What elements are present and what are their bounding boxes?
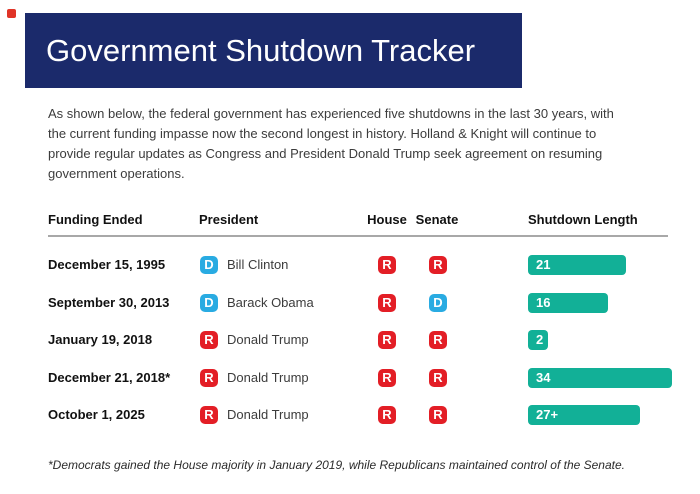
house-party-badge: R	[378, 331, 396, 349]
president-name: Donald Trump	[227, 332, 309, 347]
house-party-badge: R	[378, 294, 396, 312]
page-title: Government Shutdown Tracker	[46, 33, 476, 68]
funding-ended-date: December 21, 2018*	[48, 370, 171, 385]
shutdown-length-bar: 34	[528, 368, 672, 388]
table-row: September 30, 2013 D Barack Obama R D 16	[0, 293, 700, 313]
shutdown-length-bar: 21	[528, 255, 626, 275]
table-row: January 19, 2018 R Donald Trump R R 2	[0, 330, 700, 350]
senate-party-badge: D	[429, 294, 447, 312]
funding-ended-date: January 19, 2018	[48, 332, 153, 347]
president-name: Bill Clinton	[227, 257, 289, 272]
senate-party-badge: R	[429, 331, 447, 349]
table-row: December 21, 2018* R Donald Trump R R 34	[0, 368, 700, 388]
column-header-president: President	[199, 212, 259, 227]
shutdown-length-bar: 2	[528, 330, 548, 350]
intro-paragraph: As shown below, the federal government h…	[48, 106, 614, 181]
president-party-badge: D	[200, 294, 218, 312]
funding-ended-date: December 15, 1995	[48, 257, 166, 272]
red-square-mark	[7, 9, 16, 18]
president-party-badge: D	[200, 256, 218, 274]
president-name: Barack Obama	[227, 295, 314, 310]
table-row: December 15, 1995 D Bill Clinton R R 21	[0, 255, 700, 275]
house-party-badge: R	[378, 406, 396, 424]
shutdown-length-bar: 16	[528, 293, 608, 313]
president-name: Donald Trump	[227, 370, 309, 385]
header-divider-line	[48, 235, 668, 237]
column-header-house: House	[367, 212, 407, 227]
column-header-shutdown-length: Shutdown Length	[528, 212, 638, 227]
funding-ended-date: September 30, 2013	[48, 295, 170, 310]
house-party-badge: R	[378, 369, 396, 387]
footnote: *Democrats gained the House majority in …	[48, 458, 625, 472]
column-header-senate: Senate	[415, 212, 459, 227]
senate-party-badge: R	[429, 256, 447, 274]
title-banner: Government Shutdown Tracker	[25, 13, 522, 88]
shutdown-length-bar: 27+	[528, 405, 640, 425]
house-party-badge: R	[378, 256, 396, 274]
senate-party-badge: R	[429, 406, 447, 424]
president-party-badge: R	[200, 369, 218, 387]
table-row: October 1, 2025 R Donald Trump R R 27+	[0, 405, 700, 425]
president-party-badge: R	[200, 331, 218, 349]
column-header-funding-ended: Funding Ended	[48, 212, 143, 227]
president-party-badge: R	[200, 406, 218, 424]
funding-ended-date: October 1, 2025	[48, 407, 145, 422]
senate-party-badge: R	[429, 369, 447, 387]
president-name: Donald Trump	[227, 407, 309, 422]
